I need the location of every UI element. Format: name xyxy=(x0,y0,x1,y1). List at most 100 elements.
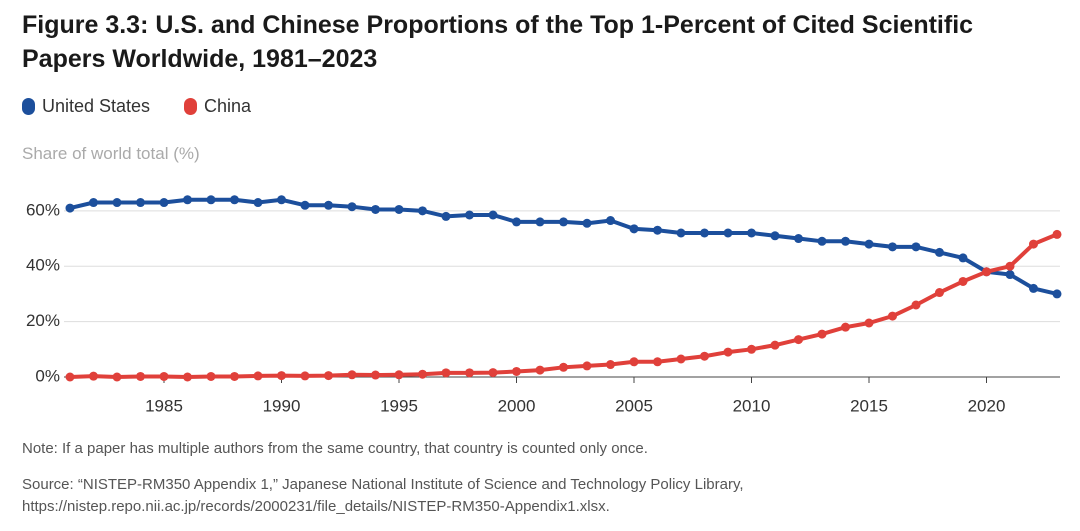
data-point xyxy=(183,372,192,382)
data-point xyxy=(465,210,474,220)
data-point xyxy=(770,340,780,350)
data-point xyxy=(230,371,239,381)
data-point xyxy=(629,224,639,234)
x-tick-label: 2000 xyxy=(498,396,536,415)
legend-swatch xyxy=(184,98,197,115)
data-point xyxy=(958,253,968,263)
x-tick-label: 2010 xyxy=(733,396,771,415)
data-point xyxy=(629,357,639,367)
data-point xyxy=(1029,283,1038,293)
data-point xyxy=(441,211,451,221)
data-point xyxy=(253,198,263,208)
data-point xyxy=(535,365,545,375)
data-point xyxy=(841,322,850,332)
data-point xyxy=(1029,239,1038,249)
data-point xyxy=(817,236,827,246)
data-point xyxy=(488,368,498,378)
data-point xyxy=(982,267,991,277)
data-point xyxy=(888,242,897,252)
data-point xyxy=(253,371,263,381)
data-point xyxy=(347,202,357,212)
data-point xyxy=(1052,289,1062,299)
data-point xyxy=(935,288,944,298)
data-point xyxy=(89,371,98,381)
data-point xyxy=(418,369,427,379)
data-point xyxy=(371,204,380,214)
y-axis-label: Share of world total (%) xyxy=(22,144,200,163)
data-point xyxy=(89,198,98,208)
data-point xyxy=(841,236,850,246)
data-point xyxy=(112,372,122,382)
data-point xyxy=(324,200,333,210)
data-point xyxy=(206,195,216,205)
data-point xyxy=(864,239,874,249)
x-tick-label: 1990 xyxy=(263,396,301,415)
y-tick-label: 60% xyxy=(26,200,60,219)
data-point xyxy=(441,368,451,378)
data-point xyxy=(864,318,874,328)
x-tick-label: 2005 xyxy=(615,396,653,415)
data-point xyxy=(324,371,333,381)
data-point xyxy=(277,371,286,381)
data-point xyxy=(159,198,169,208)
series-line xyxy=(69,197,1058,296)
data-point xyxy=(512,217,521,227)
legend-swatch xyxy=(22,98,35,115)
data-point xyxy=(747,228,756,238)
data-point xyxy=(653,225,662,235)
data-point xyxy=(770,231,780,241)
data-point xyxy=(582,361,592,371)
data-point xyxy=(1005,270,1015,280)
data-point xyxy=(700,351,709,361)
data-point xyxy=(65,372,75,382)
data-point xyxy=(371,370,380,380)
data-point xyxy=(1052,229,1062,239)
data-point xyxy=(935,247,944,257)
x-tick-label: 1985 xyxy=(145,396,183,415)
data-point xyxy=(1005,261,1015,271)
data-point xyxy=(230,195,239,205)
data-point xyxy=(136,198,145,208)
note: Note: If a paper has multiple authors fr… xyxy=(22,440,648,457)
data-point xyxy=(159,371,169,381)
data-point xyxy=(512,366,521,376)
legend-item: United States xyxy=(22,96,150,117)
data-point xyxy=(911,300,921,310)
data-point xyxy=(911,242,921,252)
legend-label: United States xyxy=(42,96,151,116)
data-point xyxy=(206,371,216,381)
y-tick-label: 20% xyxy=(26,311,60,330)
data-point xyxy=(794,234,803,244)
data-point xyxy=(183,195,192,205)
data-point xyxy=(418,206,427,216)
legend-item: China xyxy=(184,96,251,117)
data-point xyxy=(347,370,357,380)
data-point xyxy=(112,198,122,208)
legend-label: China xyxy=(204,96,252,116)
data-point xyxy=(817,329,827,339)
y-tick-label: 0% xyxy=(35,366,60,385)
data-point xyxy=(394,204,404,214)
data-point xyxy=(277,195,286,205)
data-point xyxy=(723,347,733,357)
data-point xyxy=(723,228,733,238)
data-point xyxy=(465,368,474,378)
data-point xyxy=(700,228,709,238)
data-point xyxy=(958,276,968,286)
data-point xyxy=(888,311,897,321)
data-point xyxy=(559,362,568,372)
data-point xyxy=(535,217,545,227)
x-tick-label: 2015 xyxy=(850,396,888,415)
data-point xyxy=(676,228,686,238)
data-point xyxy=(488,210,498,220)
chart-title: Figure 3.3: U.S. and Chinese Proportions… xyxy=(22,11,974,73)
data-point xyxy=(653,357,662,367)
data-point xyxy=(300,200,310,210)
data-point xyxy=(65,203,75,213)
data-point xyxy=(606,216,615,226)
data-point xyxy=(676,354,686,364)
data-point xyxy=(794,335,803,345)
data-point xyxy=(747,344,756,354)
